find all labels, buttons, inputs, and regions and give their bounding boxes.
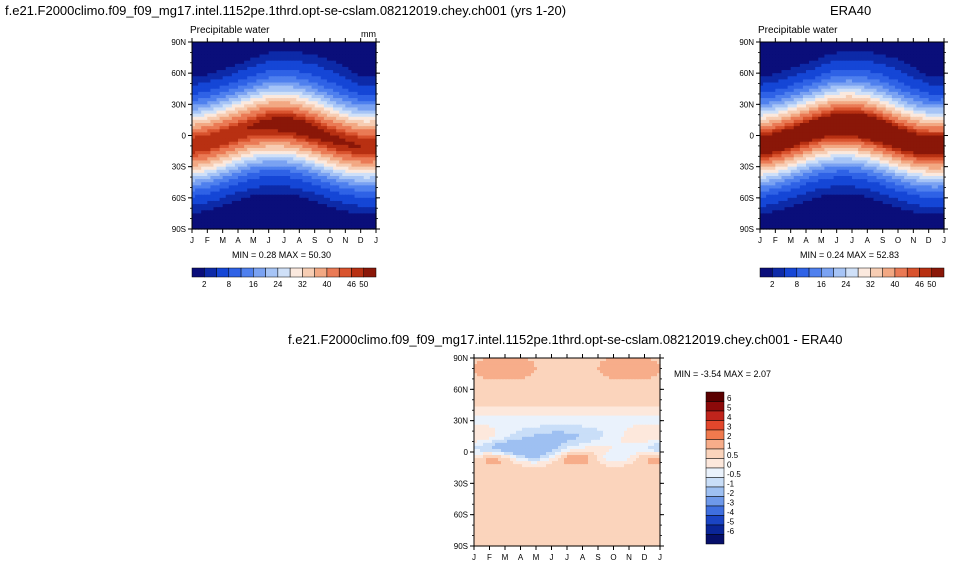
model-variable-label: Precipitable water [190, 25, 269, 36]
heatmap-cells [760, 42, 945, 230]
x-tick-label: J [282, 236, 286, 245]
x-tick-label: J [374, 236, 378, 245]
x-tick-label: F [205, 236, 210, 245]
colorbar-swatch [302, 268, 314, 277]
colorbar-swatch [327, 268, 339, 277]
diff-panel-title: f.e21.F2000climo.f09_f09_mg17.intel.1152… [288, 332, 843, 347]
colorbar-swatch [229, 268, 241, 277]
x-tick-label: S [312, 236, 317, 245]
colorbar-swatch [253, 268, 265, 277]
y-tick-label: 90N [171, 38, 186, 47]
x-tick-label: A [235, 236, 241, 245]
y-tick-label: 30N [171, 100, 186, 109]
colorbar-label: 32 [298, 280, 307, 289]
x-tick-label: J [267, 236, 271, 245]
model-units-label: mm [361, 29, 376, 39]
colorbar-swatch [204, 268, 216, 277]
x-tick-label: O [327, 236, 333, 245]
colorbar-swatch [364, 268, 376, 277]
x-tick-label: D [358, 236, 364, 245]
colorbar-label: 8 [227, 280, 232, 289]
colorbar-swatch [278, 268, 290, 277]
colorbar-swatch [339, 268, 351, 277]
colorbar-swatch [351, 268, 363, 277]
colorbar-swatch [241, 268, 253, 277]
x-tick-label: J [190, 236, 194, 245]
colorbar-label: 2 [202, 280, 207, 289]
y-tick-label: 60N [171, 69, 186, 78]
colorbar [192, 268, 376, 277]
colorbar-swatch [266, 268, 278, 277]
heatmap-cells [192, 42, 377, 230]
colorbar-swatch [290, 268, 302, 277]
x-tick-label: M [250, 236, 257, 245]
y-tick-label: 0 [182, 132, 187, 141]
y-tick-label: 60S [172, 194, 186, 203]
model-minmax: MIN = 0.28 MAX = 50.30 [232, 250, 331, 260]
y-tick-label: 90S [172, 225, 186, 234]
colorbar-label: 16 [249, 280, 258, 289]
colorbar-swatch [315, 268, 327, 277]
x-tick-label: M [219, 236, 226, 245]
obs-panel-title: ERA40 [830, 3, 871, 18]
model-panel-title: f.e21.F2000climo.f09_f09_mg17.intel.1152… [5, 3, 566, 18]
colorbar-label: 40 [322, 280, 331, 289]
colorbar-swatch [192, 268, 204, 277]
colorbar-label: 46 [347, 280, 356, 289]
colorbar-label: 24 [273, 280, 282, 289]
colorbar-swatch [217, 268, 229, 277]
y-tick-label: 30S [172, 163, 186, 172]
x-tick-label: A [297, 236, 303, 245]
x-tick-label: N [342, 236, 348, 245]
obs-variable-label: Precipitable water [758, 25, 837, 36]
colorbar-label: 50 [359, 280, 368, 289]
